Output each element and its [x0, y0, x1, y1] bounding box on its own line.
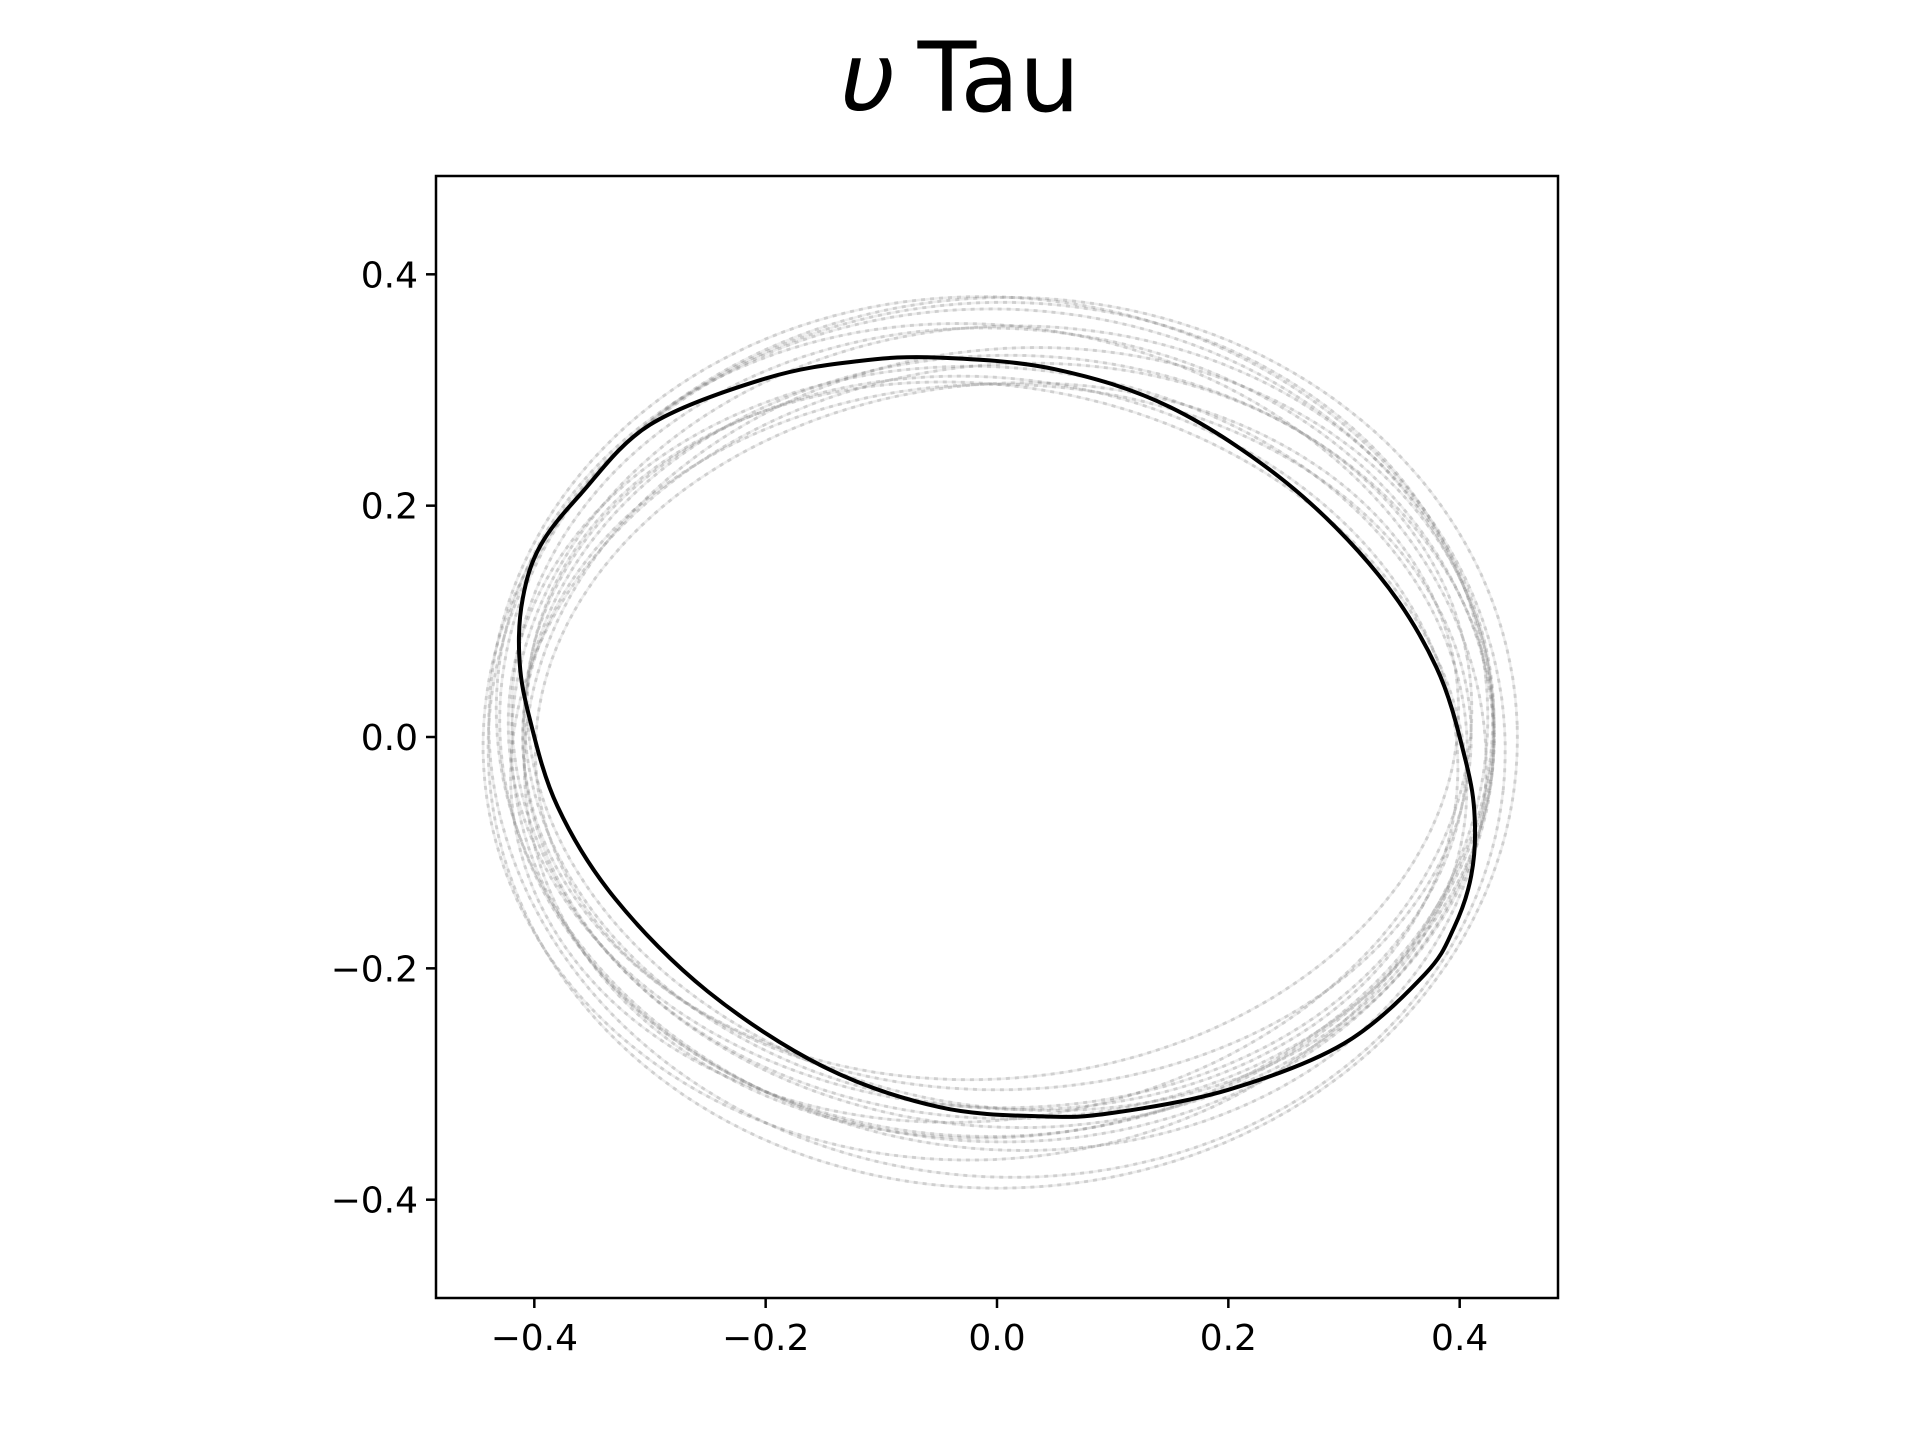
sample-orbit — [521, 353, 1496, 1121]
sample-orbit-halo — [523, 374, 1460, 1111]
chart-title-text: Tau — [917, 22, 1080, 134]
x-axis-ticks: −0.4 −0.2 0.0 0.2 0.4 — [491, 1298, 1488, 1359]
sample-orbit — [498, 307, 1496, 1144]
y-tick-label: −0.4 — [331, 1181, 418, 1222]
chart-title: υ Tau — [0, 22, 1920, 134]
sample-orbit-halo — [534, 381, 1460, 1081]
sample-orbit-halo — [525, 380, 1469, 1112]
sample-orbit-halo — [494, 322, 1488, 1152]
sample-orbit-halo — [521, 354, 1496, 1120]
sample-orbit-halo — [521, 382, 1473, 1092]
sample-orbit — [522, 345, 1495, 1140]
sample-orbit-halo — [509, 361, 1474, 1124]
x-tick-label: 0.4 — [1431, 1318, 1488, 1359]
y-tick-label: 0.2 — [361, 487, 418, 528]
sample-orbits — [481, 295, 1519, 1190]
y-tick-label: 0.0 — [361, 718, 418, 759]
axes-frame — [434, 174, 1560, 1300]
sample-orbit — [510, 324, 1496, 1139]
sample-orbit — [523, 374, 1460, 1111]
sample-orbit — [521, 382, 1473, 1092]
sample-orbit-halo — [498, 307, 1496, 1144]
x-tick-label: 0.2 — [1200, 1318, 1257, 1359]
sample-orbit — [525, 380, 1469, 1113]
best-fit-orbit — [516, 355, 1478, 1119]
sample-orbit — [486, 295, 1519, 1190]
sample-orbit — [506, 364, 1469, 1110]
sample-orbit-halo — [523, 346, 1494, 1140]
y-tick-label: −0.2 — [331, 949, 418, 990]
x-tick-label: −0.2 — [722, 1318, 809, 1359]
sample-orbit-halo — [486, 296, 1519, 1190]
sample-orbit-halo — [507, 365, 1469, 1109]
best-fit-orbit-layer — [516, 355, 1478, 1119]
sample-orbit — [533, 381, 1461, 1082]
sample-orbit-halo — [487, 295, 1507, 1179]
x-tick-label: −0.4 — [491, 1318, 578, 1359]
y-tick-label: 0.4 — [361, 255, 418, 296]
sample-orbit-halo — [510, 324, 1496, 1138]
x-tick-label: 0.0 — [968, 1318, 1025, 1359]
y-axis-ticks: −0.4 −0.2 0.0 0.2 0.4 — [331, 255, 436, 1222]
chart-title-symbol: υ — [840, 22, 896, 134]
